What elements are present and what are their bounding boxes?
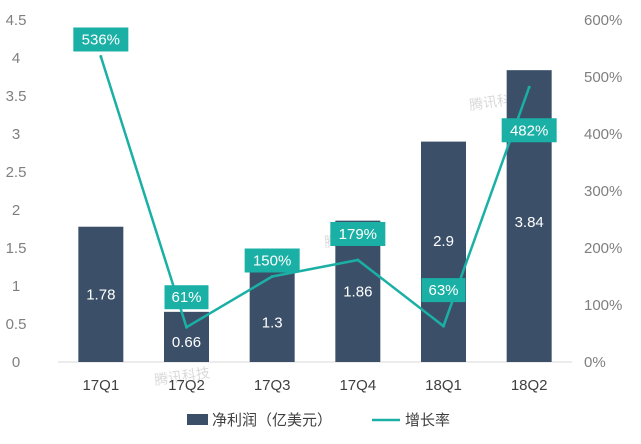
point-label-box [501,118,557,143]
left-axis: 0 0.5 1 1.5 2 2.5 3 3.5 4 4.5 [6,12,27,371]
category-label: 18Q2 [511,377,548,394]
point-label-17q2: 61% [164,285,209,310]
line-point-17q2 [185,325,188,329]
point-label-box [164,285,209,310]
bar-value-label: 0.66 [172,334,201,351]
left-tick-label: 4.5 [6,12,27,29]
point-label-17q1: 536% [73,27,129,52]
left-tick-label: 3.5 [6,88,27,105]
point-label-18q2: 482% [501,118,557,143]
line-point-18q2 [527,85,531,89]
left-tick-label: 4 [12,50,20,67]
left-tick-label: 0 [12,354,20,371]
legend-bar-label: 净利润（亿美元） [212,411,332,429]
bar-value-label: 1.78 [86,286,115,303]
point-label-17q4: 179% [330,221,386,246]
bar-value-label: 1.86 [343,283,372,300]
bar-value-label: 2.9 [433,233,454,250]
line-point-18q1 [442,324,445,328]
right-tick-label: 0% [584,354,606,371]
legend: 净利润（亿美元） 增长率 [187,411,450,429]
point-label-text: 61% [171,289,201,306]
bar-value-label: 1.3 [262,314,283,331]
point-label-box [73,27,129,52]
point-label-18q1: 63% [421,278,466,303]
line-point-17q1 [99,54,103,58]
category-label: 17Q1 [82,377,119,394]
right-tick-label: 600% [584,12,622,29]
bar-labels: 1.78 0.66 1.3 1.86 2.9 3.84 [86,214,544,351]
category-labels: 17Q1 17Q2 17Q3 17Q4 18Q1 18Q2 [82,377,547,394]
right-tick-label: 500% [584,69,622,86]
bar-value-label: 3.84 [515,214,544,231]
left-tick-label: 2 [12,202,20,219]
right-tick-label: 200% [584,240,622,257]
right-tick-label: 300% [584,183,622,200]
bar-18q1 [421,141,466,362]
point-label-box [421,278,466,303]
left-tick-label: 1 [12,278,20,295]
point-label-text: 536% [82,31,120,48]
point-label-text: 482% [510,122,548,139]
left-tick-label: 3 [12,126,20,143]
left-tick-label: 0.5 [6,316,27,333]
category-label: 17Q4 [339,377,376,394]
point-label-box [330,221,386,246]
left-tick-label: 1.5 [6,240,27,257]
line-point-17q4 [356,258,360,262]
right-tick-label: 100% [584,297,622,314]
bar-17q1 [78,226,124,362]
bar-17q2 [164,311,209,362]
legend-bar-swatch [187,414,208,425]
point-label-17q3: 150% [244,248,300,273]
point-labels: 536% 61% 150% 179% 63% 482% [73,27,557,310]
left-tick-label: 2.5 [6,164,27,181]
right-axis: 0% 100% 200% 300% 400% 500% 600% [584,12,622,371]
category-label: 17Q3 [254,377,291,394]
right-tick-label: 400% [584,126,622,143]
point-label-box [244,248,300,273]
line-point-17q3 [270,275,274,278]
point-label-text: 63% [428,282,458,299]
legend-line-label: 增长率 [405,411,450,429]
point-label-text: 179% [339,226,377,243]
bar-17q3 [249,263,295,362]
bar-series [78,70,552,362]
point-label-text: 150% [253,253,291,270]
category-label: 17Q2 [168,377,205,394]
category-label: 18Q1 [425,377,462,394]
